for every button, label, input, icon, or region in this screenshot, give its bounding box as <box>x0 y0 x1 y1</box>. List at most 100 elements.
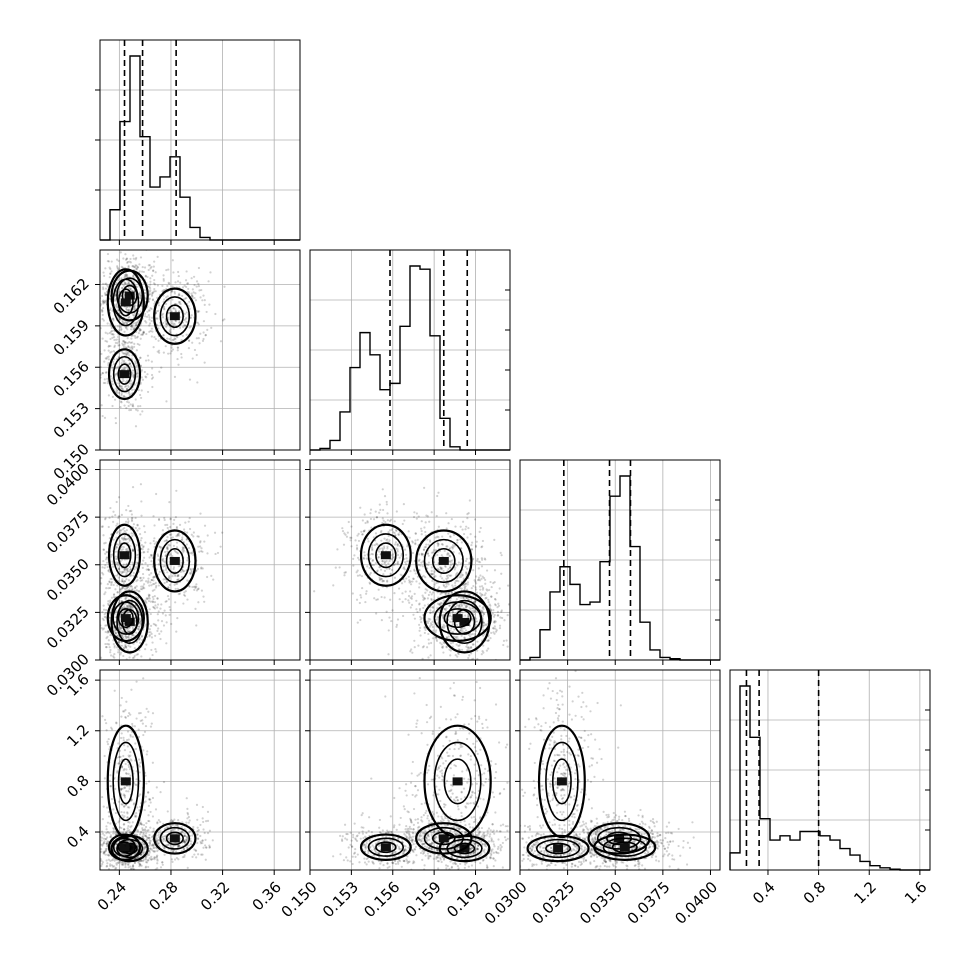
scatter-point <box>185 316 188 320</box>
scatter-point <box>472 613 475 616</box>
scatter-point <box>457 604 460 607</box>
scatter-point <box>130 349 133 352</box>
scatter-point <box>438 620 441 624</box>
scatter-point <box>200 288 203 292</box>
scatter-point <box>445 646 448 649</box>
scatter-point <box>136 342 139 346</box>
scatter-point <box>178 534 181 537</box>
scatter-point <box>131 608 134 611</box>
scatter-point <box>390 619 393 623</box>
scatter-point <box>135 268 138 271</box>
scatter-point <box>415 580 418 583</box>
scatter-point <box>190 569 193 573</box>
scatter-point <box>391 556 394 559</box>
scatter-point <box>461 627 464 630</box>
scatter-point <box>142 640 145 644</box>
scatter-point <box>165 268 168 272</box>
scatter-point <box>422 596 425 599</box>
scatter-point <box>118 384 122 387</box>
scatter-point <box>168 308 171 312</box>
scatter-point <box>175 541 179 544</box>
scatter-point <box>130 345 133 348</box>
scatter-point <box>197 310 200 314</box>
scatter-point <box>430 569 433 572</box>
scatter-point <box>424 591 427 594</box>
scatter-point <box>459 627 463 630</box>
scatter-point <box>184 297 187 300</box>
scatter-point <box>453 628 456 631</box>
scatter-point <box>388 529 392 532</box>
scatter-point <box>150 335 153 338</box>
scatter-point <box>445 512 448 515</box>
scatter-point <box>127 308 131 311</box>
scatter-point <box>511 616 513 618</box>
scatter-point <box>138 860 141 863</box>
scatter-point <box>203 831 206 835</box>
scatter-point <box>144 865 148 868</box>
scatter-point <box>432 576 436 579</box>
scatter-point <box>125 578 128 581</box>
scatter-point <box>486 622 489 625</box>
scatter-point <box>153 278 156 282</box>
scatter-point <box>125 587 129 590</box>
scatter-point <box>135 561 138 564</box>
scatter-point <box>427 554 430 557</box>
scatter-point <box>103 663 105 665</box>
scatter-point <box>183 841 186 844</box>
scatter-point <box>106 862 109 865</box>
scatter-point <box>487 615 490 618</box>
scatter-point <box>190 571 193 574</box>
scatter-point <box>447 522 450 525</box>
scatter-point <box>375 570 379 573</box>
scatter-point <box>121 319 124 322</box>
scatter-point <box>102 627 106 630</box>
scatter-point <box>110 577 113 581</box>
scatter-point <box>133 299 136 302</box>
scatter-point <box>202 820 205 824</box>
scatter-point <box>160 366 163 369</box>
scatter-point <box>147 309 150 312</box>
scatter-point <box>128 235 130 237</box>
scatter-point <box>152 877 154 879</box>
scatter-point <box>130 325 133 328</box>
scatter-point <box>434 636 437 639</box>
scatter-point <box>383 495 387 498</box>
scatter-point <box>197 535 200 538</box>
scatter-point <box>368 581 371 584</box>
scatter-point <box>126 623 129 627</box>
scatter-point <box>344 571 347 574</box>
scatter-point <box>141 828 144 831</box>
scatter-point <box>151 641 154 644</box>
scatter-point <box>107 260 111 263</box>
scatter-point <box>420 529 423 533</box>
scatter-point <box>150 632 153 635</box>
scatter-point <box>174 337 177 341</box>
scatter-point <box>142 331 145 334</box>
scatter-point <box>500 554 503 557</box>
scatter-point <box>367 540 370 543</box>
scatter-point <box>111 317 115 320</box>
scatter-point <box>454 606 457 609</box>
scatter-point <box>171 285 174 288</box>
scatter-point <box>493 632 496 635</box>
scatter-point <box>363 513 366 516</box>
scatter-point <box>448 648 451 651</box>
scatter-point <box>435 514 438 518</box>
scatter-point <box>156 553 159 556</box>
scatter-point <box>493 620 496 624</box>
scatter-point <box>152 606 156 609</box>
scatter-point <box>109 601 112 604</box>
scatter-point <box>208 303 211 306</box>
scatter-point <box>120 362 123 365</box>
scatter-point <box>113 661 115 663</box>
scatter-point <box>166 810 169 813</box>
scatter-point <box>166 843 170 847</box>
scatter-point <box>109 651 112 654</box>
scatter-point <box>133 334 137 338</box>
scatter-point <box>131 548 134 552</box>
scatter-point <box>182 549 186 552</box>
scatter-point <box>497 614 500 617</box>
scatter-point <box>86 855 88 857</box>
scatter-point <box>360 530 363 533</box>
scatter-point <box>107 643 111 646</box>
